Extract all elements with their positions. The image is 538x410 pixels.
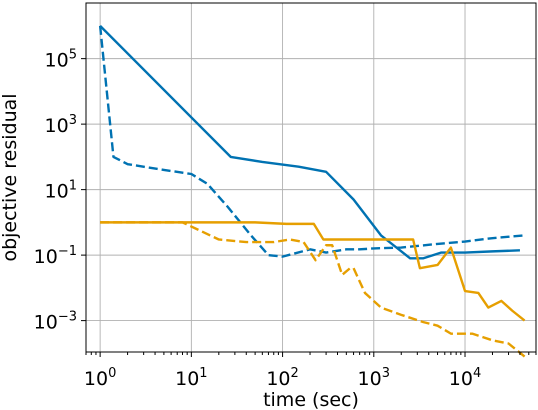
y-tick-label-4: 10−3 xyxy=(34,310,77,334)
x-tick-label-0: 100 xyxy=(84,366,116,390)
y-tick-label-3: 10−1 xyxy=(34,244,77,268)
series-line-3 xyxy=(100,221,526,358)
x-tick-label-2: 102 xyxy=(266,366,298,390)
x-tick-label-3: 103 xyxy=(358,366,390,390)
series-group xyxy=(98,25,526,358)
x-tick-label-1: 101 xyxy=(175,366,207,390)
y-tick-label-0: 105 xyxy=(45,48,77,72)
series-line-1 xyxy=(98,25,525,258)
plot-frame xyxy=(85,2,537,353)
x-tick-label-4: 104 xyxy=(449,366,481,390)
grid xyxy=(86,3,536,352)
series-line-0 xyxy=(99,25,520,260)
y-tick-label-2: 101 xyxy=(45,179,77,203)
y-tick-label-1: 103 xyxy=(45,113,77,137)
ticks: 100 101 102 103 104 105 103 101 10−1 10−3 xyxy=(34,48,537,390)
x-axis-label: time (sec) xyxy=(263,389,359,410)
series-line-2 xyxy=(100,221,526,322)
y-axis-label: objective residual xyxy=(0,93,21,261)
